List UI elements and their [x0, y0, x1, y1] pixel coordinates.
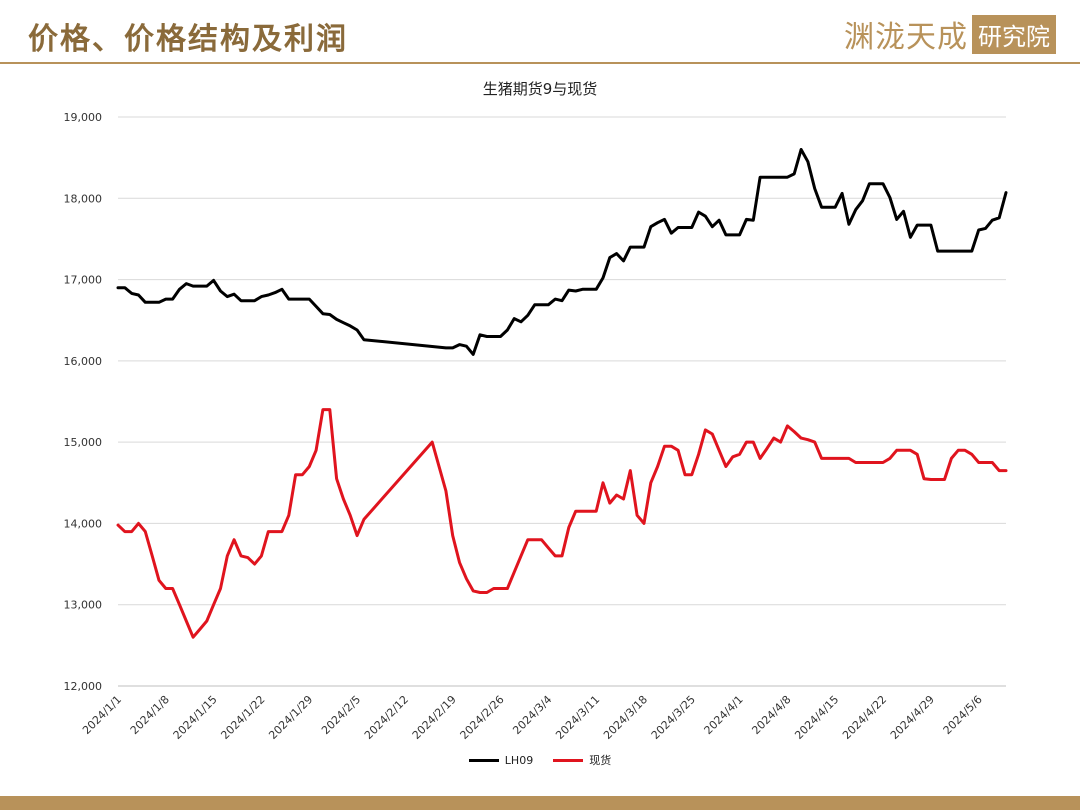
x-tick-label: 2024/4/22: [840, 693, 889, 742]
slide-header: 价格、价格结构及利润 渊泷天成 研究院: [0, 0, 1080, 66]
x-tick-label: 2024/5/6: [941, 693, 985, 737]
x-tick-label: 2024/2/19: [410, 693, 459, 742]
x-tick-label: 2024/1/8: [128, 693, 172, 737]
x-tick-label: 2024/4/1: [702, 693, 746, 737]
brand-logo-box: 研究院: [972, 14, 1056, 54]
line-chart: 12,000 13,000 14,000 15,000 16,000 17,000 18,0…: [64, 111, 1008, 742]
legend-swatch-lh09: [468, 758, 499, 762]
series-line-spot: [116, 408, 1008, 639]
y-tick-label: 14,000: [64, 517, 103, 530]
y-tick-label: 17,000: [64, 274, 103, 287]
legend-swatch-spot: [553, 758, 584, 762]
x-tick-label: 2024/4/8: [749, 693, 793, 737]
legend-item-lh09: LH09: [468, 752, 534, 768]
y-tick-label: 16,000: [64, 355, 103, 368]
chart-legend: LH09 现货: [0, 752, 1080, 768]
x-tick-label: 2024/1/22: [218, 693, 267, 742]
x-tick-label: 2024/1/1: [80, 693, 124, 737]
x-tick-label: 2024/2/12: [362, 693, 411, 742]
section-title: 价格、价格结构及利润: [28, 22, 348, 57]
brand-logo-text: 渊泷天成: [844, 20, 968, 55]
header-divider: [0, 62, 1080, 64]
y-tick-label: 15,000: [64, 436, 103, 449]
chart-container: 12,000 13,000 14,000 15,000 16,000 17,000 18,0…: [0, 66, 1080, 794]
legend-label-lh09: LH09: [504, 753, 534, 767]
y-tick-label: 12,000: [64, 680, 103, 693]
y-tick-label: 13,000: [64, 599, 103, 612]
y-tick-label: 18,000: [64, 192, 103, 205]
x-tick-label: 2024/4/29: [888, 693, 937, 742]
x-tick-label: 2024/2/5: [319, 693, 363, 737]
x-tick-label: 2024/3/11: [553, 693, 602, 742]
x-tick-label: 2024/3/25: [649, 693, 698, 742]
x-tick-label: 2024/4/15: [792, 693, 841, 742]
x-tick-label: 2024/1/29: [266, 693, 315, 742]
y-tick-label: 19,000: [64, 111, 103, 124]
legend-item-spot: 现货: [553, 752, 611, 768]
legend-label-spot: 现货: [589, 754, 612, 767]
footer-bar: [0, 796, 1080, 810]
x-tick-label: 2024/2/26: [458, 693, 507, 742]
x-tick-label: 2024/1/15: [171, 693, 220, 742]
brand-logo: 渊泷天成 研究院: [844, 14, 1056, 55]
chart-title: 生猪期货9与现货: [482, 80, 598, 98]
x-tick-label: 2024/3/18: [601, 693, 650, 742]
x-tick-label: 2024/3/4: [510, 693, 554, 737]
series-line-lh09: [116, 148, 1008, 356]
